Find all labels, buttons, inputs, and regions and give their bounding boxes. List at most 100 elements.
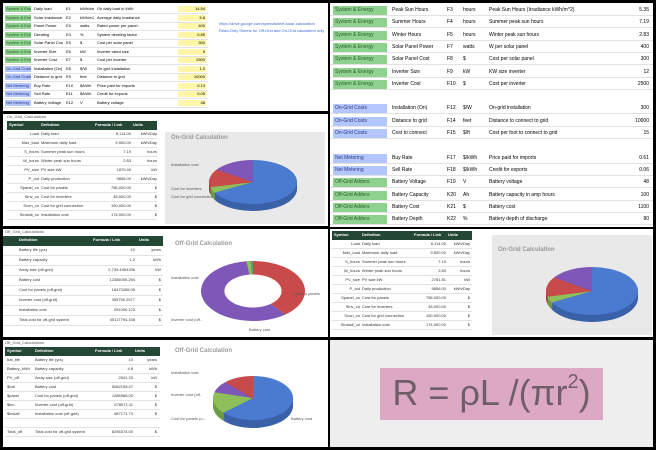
cell-val[interactable]: 0.61	[639, 154, 649, 161]
cell-u[interactable]: hours	[459, 259, 470, 264]
cell-d[interactable]: PV size kW	[362, 277, 383, 282]
cell-col[interactable]: Battery Voltage	[392, 179, 426, 186]
cell-unit[interactable]: hours	[463, 31, 476, 38]
cell-col[interactable]: Winter Hours	[392, 31, 422, 38]
cell-cat[interactable]: On-Grid Costs	[333, 129, 387, 138]
cell-s[interactable]: P_out	[28, 176, 39, 181]
cell-u[interactable]: years	[151, 247, 161, 252]
cell-val[interactable]: 0.06	[639, 166, 649, 173]
cell-unit[interactable]: feet	[80, 74, 87, 79]
cell-s[interactable]: Sinv_co	[24, 194, 39, 199]
cell-d[interactable]: Battery cost	[19, 277, 41, 282]
cell-sym[interactable]: E3	[66, 23, 71, 28]
cell-f[interactable]: 18473455.05	[111, 287, 135, 292]
cell-u[interactable]: $	[158, 277, 161, 282]
cell-sym[interactable]: E7	[66, 57, 71, 62]
cell-val[interactable]: 0.13	[178, 82, 206, 89]
column-header[interactable]: Units	[135, 348, 145, 353]
pie-slice[interactable]	[214, 382, 253, 398]
cell-f[interactable]: 2781.81	[431, 277, 446, 282]
cell-val[interactable]: 48	[178, 99, 206, 106]
cell-u[interactable]: kWh/Day	[140, 176, 157, 181]
cell-d[interactable]: Inverter cost (off-grid)	[19, 297, 58, 302]
cell-d[interactable]: Battery cost	[35, 384, 57, 389]
cell-val[interactable]: 300	[178, 40, 206, 46]
cell-u[interactable]: $	[154, 411, 157, 416]
cell-col[interactable]: Inverter Size	[34, 48, 57, 54]
cell-d[interactable]: Daily load	[362, 241, 380, 246]
cell-unit[interactable]: watts	[463, 43, 475, 50]
cell-note[interactable]: Average daily irradiance	[97, 14, 140, 20]
column-header[interactable]: Units	[139, 237, 149, 242]
cell-d[interactable]: Total cost for off-grid system	[35, 429, 85, 434]
cell-f[interactable]: 8,114.00	[430, 241, 446, 246]
cell-col[interactable]: Inverter Cost	[392, 80, 421, 87]
sheet-link[interactable]: https://drive.google.com/spreadsheet-sol…	[219, 21, 315, 26]
cell-unit[interactable]: %	[463, 216, 468, 223]
cell-col[interactable]: Solar Panel Power	[392, 43, 434, 50]
cell-cat[interactable]: On-Grid Costs	[5, 65, 31, 72]
cell-d[interactable]: Cost for inverters	[362, 304, 393, 309]
cell-cat[interactable]: Off-Grid Adders	[333, 190, 387, 200]
cell-sym[interactable]: F5	[447, 31, 453, 38]
cell-d[interactable]: Cost for panels	[41, 185, 68, 190]
pie-slice[interactable]	[209, 169, 253, 188]
cell-col[interactable]: Installation (On)	[34, 65, 63, 71]
cell-u[interactable]: $	[467, 304, 470, 309]
cell-s[interactable]: $install	[7, 411, 20, 416]
cell-unit[interactable]: watts	[80, 23, 90, 28]
cell-f[interactable]: 9856.00	[431, 286, 446, 291]
cell-note[interactable]: System derating factor	[97, 31, 138, 37]
cell-col[interactable]: Distance to grid	[392, 117, 427, 124]
cell-cat[interactable]: System & Energy	[5, 40, 31, 46]
pie-slice[interactable]	[554, 267, 592, 291]
cell-u[interactable]: $	[467, 322, 470, 327]
cell-d[interactable]: Summer peak sun hours	[41, 149, 85, 154]
cell-unit[interactable]: hours	[463, 7, 476, 13]
cell-d[interactable]: Array size (off-grid)	[35, 375, 69, 380]
cell-col[interactable]: Solar irradiance	[34, 14, 63, 20]
cell-f[interactable]: 251000.123	[113, 307, 135, 312]
cell-note[interactable]: Cost per foot to connect to grid	[489, 130, 558, 136]
cell-sym[interactable]: F18	[447, 166, 456, 173]
cell-col[interactable]: Battery Cost	[392, 203, 420, 210]
cell-s[interactable]: Sinstall_co	[19, 212, 39, 217]
cell-cat[interactable]: System & Energy	[5, 14, 31, 21]
cell-cat[interactable]: On-Grid Costs	[333, 116, 387, 126]
pie-slice[interactable]	[253, 261, 305, 315]
cell-val[interactable]: 0.85	[178, 31, 206, 38]
column-header[interactable]: Definition	[35, 348, 54, 353]
cell-val[interactable]: 5	[178, 48, 206, 55]
column-header[interactable]: Symbol	[334, 232, 349, 237]
cell-col[interactable]: Panel Power	[34, 23, 57, 28]
cell-u[interactable]: kWh	[149, 366, 157, 371]
cell-col[interactable]: Inverter Size	[392, 68, 421, 75]
cell-sym[interactable]: F7	[447, 43, 453, 50]
cell-note[interactable]: Cost per solar panel	[97, 40, 133, 45]
cell-col[interactable]: Battery Capacity	[392, 191, 429, 198]
column-header[interactable]: Symbol	[9, 122, 24, 127]
cell-sym[interactable]: E9	[66, 74, 71, 79]
cell-s[interactable]: PV_off	[7, 375, 19, 380]
cell-u[interactable]: $	[154, 185, 157, 190]
cell-note[interactable]: Battery cost	[489, 203, 516, 210]
pie-slice[interactable]	[551, 267, 638, 315]
cell-unit[interactable]: Ah	[463, 191, 470, 198]
cell-cat[interactable]: Net Metering	[5, 91, 31, 97]
cell-d[interactable]: Maximum daily load	[362, 250, 398, 255]
cell-unit[interactable]: $	[463, 203, 466, 210]
cell-note[interactable]: Summer peak sun hours	[489, 19, 544, 26]
cell-val[interactable]: 80	[643, 216, 649, 223]
cell-d[interactable]: Cost for grid connection	[41, 203, 84, 208]
column-header[interactable]: Symbol	[7, 348, 22, 353]
cell-u[interactable]: hours	[459, 268, 470, 273]
cell-sym[interactable]: F12	[447, 105, 456, 112]
cell-col[interactable]: Buy Rate	[392, 154, 413, 161]
cell-f[interactable]: 174,000.00	[110, 212, 131, 217]
cell-s[interactable]: Total_off	[7, 429, 23, 434]
cell-u[interactable]: $	[154, 384, 157, 389]
cell-val[interactable]: 10000	[635, 117, 649, 124]
cell-unit[interactable]: $	[463, 80, 466, 87]
cell-sym[interactable]: K20	[447, 191, 456, 198]
cell-u[interactable]: kWh/Day	[140, 140, 157, 145]
